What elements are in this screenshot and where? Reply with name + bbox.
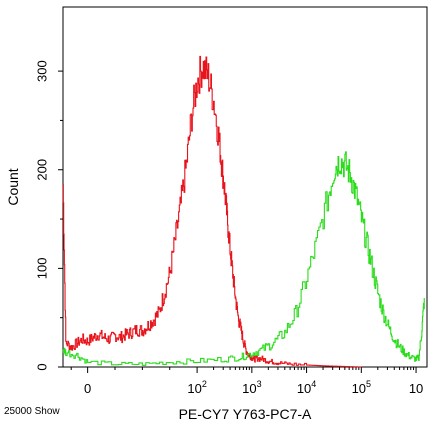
red-histogram-line [62, 55, 362, 368]
x-tick-label: 102 [187, 379, 206, 396]
y-axis: 0 100 200 300 [34, 60, 63, 371]
x-tick-exponent: 3 [257, 379, 262, 389]
y-tick-label: 200 [34, 159, 49, 181]
x-tick-label: 105 [352, 379, 371, 396]
x-tick-exponent: 5 [366, 379, 371, 389]
series-layer [62, 55, 425, 368]
x-tick-exponent: 2 [202, 379, 207, 389]
plot-frame [62, 6, 428, 368]
y-axis-title: Count [5, 168, 21, 205]
x-tick-exponent: 4 [311, 379, 316, 389]
y-tick-label: 0 [34, 363, 49, 370]
x-tick-label: 0 [84, 381, 91, 396]
x-axis: 0 102 103 104 105 10 [70, 367, 423, 396]
x-tick-label: 103 [242, 379, 261, 396]
green-histogram-line [62, 151, 425, 366]
footer-label: 25000 Show [4, 406, 60, 417]
x-tick-label: 10 [409, 381, 423, 396]
x-tick-label: 104 [297, 379, 316, 396]
y-tick-label: 300 [34, 60, 49, 82]
x-axis-title: PE-CY7 Y763-PC7-A [179, 406, 312, 422]
y-tick-label: 100 [34, 258, 49, 280]
